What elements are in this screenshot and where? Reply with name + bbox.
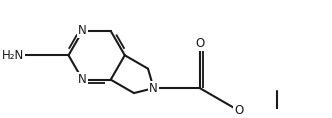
Text: O: O (195, 37, 205, 50)
Text: H₂N: H₂N (1, 49, 24, 62)
Text: N: N (78, 73, 87, 86)
Text: N: N (149, 82, 158, 95)
Text: N: N (78, 24, 87, 37)
Text: O: O (234, 104, 243, 117)
